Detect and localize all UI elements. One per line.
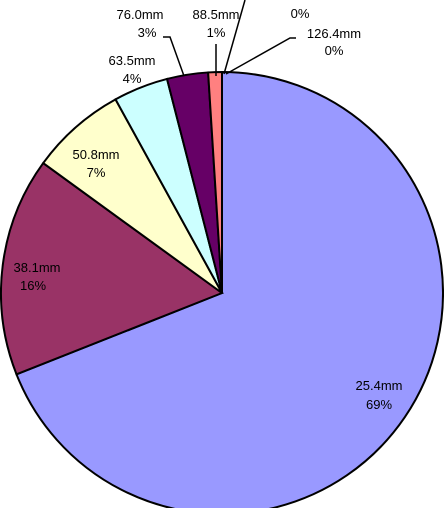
pie-slice-88-5mm <box>207 70 223 294</box>
pie-slices <box>0 70 444 508</box>
slice-percent-126-4mm: 0% <box>325 43 344 58</box>
leader-cut-off <box>223 0 246 75</box>
slice-percent-88-5mm: 1% <box>207 25 226 40</box>
slice-percent-25-4mm: 69% <box>366 397 392 412</box>
pie-slice-38-1mm <box>0 161 225 376</box>
slice-labels: 25.4mm 69% 38.1mm 16% 50.8mm 7% 63.5mm 4… <box>14 6 403 412</box>
slice-label-76-0mm: 76.0mm <box>117 7 164 22</box>
slice-percent-50-8mm: 7% <box>87 165 106 180</box>
slice-label-126-4mm: 126.4mm <box>307 26 361 41</box>
slice-label-63-5mm: 63.5mm <box>109 53 156 68</box>
slice-percent-38-1mm: 16% <box>20 278 46 293</box>
slice-percent-cut-off: 0% <box>291 6 310 21</box>
leader-lines <box>163 0 296 77</box>
leader-76-0mm <box>163 36 185 77</box>
slice-label-88-5mm: 88.5mm <box>193 7 240 22</box>
slice-percent-63-5mm: 4% <box>123 71 142 86</box>
pie-slice-25-4mm <box>15 70 444 508</box>
slice-percent-76-0mm: 3% <box>138 25 157 40</box>
slice-label-25-4mm: 25.4mm <box>356 378 403 393</box>
slice-label-50-8mm: 50.8mm <box>73 147 120 162</box>
slice-label-38-1mm: 38.1mm <box>14 260 61 275</box>
leader-126-4mm <box>225 37 296 75</box>
